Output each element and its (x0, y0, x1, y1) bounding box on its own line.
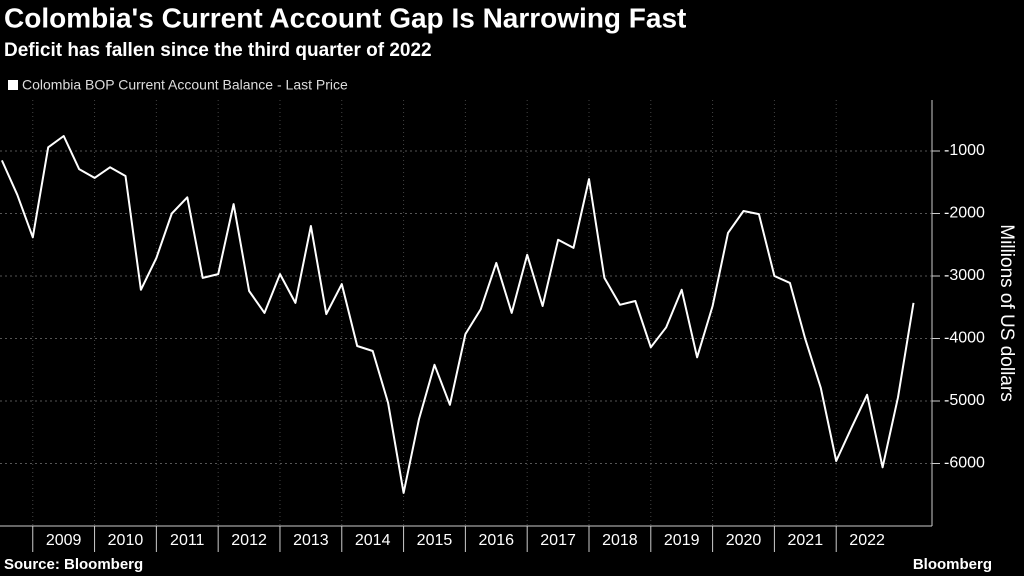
y-tick-label: -6000 (944, 455, 985, 472)
x-tick-label: 2009 (46, 532, 82, 549)
y-axis-title: Millions of US dollars (996, 224, 1017, 401)
y-tick-label: -5000 (944, 392, 985, 409)
x-tick-label: 2021 (788, 532, 824, 549)
x-tick-label: 2022 (849, 532, 885, 549)
x-tick-label: 2011 (170, 532, 205, 549)
x-tick-label: 2012 (231, 532, 267, 549)
legend-label: Colombia BOP Current Account Balance - L… (22, 77, 348, 93)
x-tick-label: 2020 (726, 532, 762, 549)
x-tick-label: 2018 (602, 532, 638, 549)
x-tick-label: 2016 (478, 532, 514, 549)
x-tick-label: 2017 (540, 532, 576, 549)
y-tick-label: -2000 (944, 205, 985, 222)
y-tick-label: -4000 (944, 330, 985, 347)
x-tick-label: 2013 (293, 532, 329, 549)
brand: Bloomberg (913, 556, 992, 573)
y-tick-label: -3000 (944, 267, 985, 284)
source: Source: Bloomberg (4, 556, 143, 573)
x-tick-label: 2010 (108, 532, 144, 549)
y-tick-label: -1000 (944, 142, 985, 159)
x-tick-label: 2014 (355, 532, 391, 549)
x-tick-label: 2019 (664, 532, 700, 549)
data-line (0, 135, 915, 494)
chart-title: Colombia's Current Account Gap Is Narrow… (4, 2, 686, 33)
chart-subtitle: Deficit has fallen since the third quart… (4, 40, 432, 61)
x-tick-label: 2015 (417, 532, 453, 549)
legend-swatch (8, 80, 18, 90)
